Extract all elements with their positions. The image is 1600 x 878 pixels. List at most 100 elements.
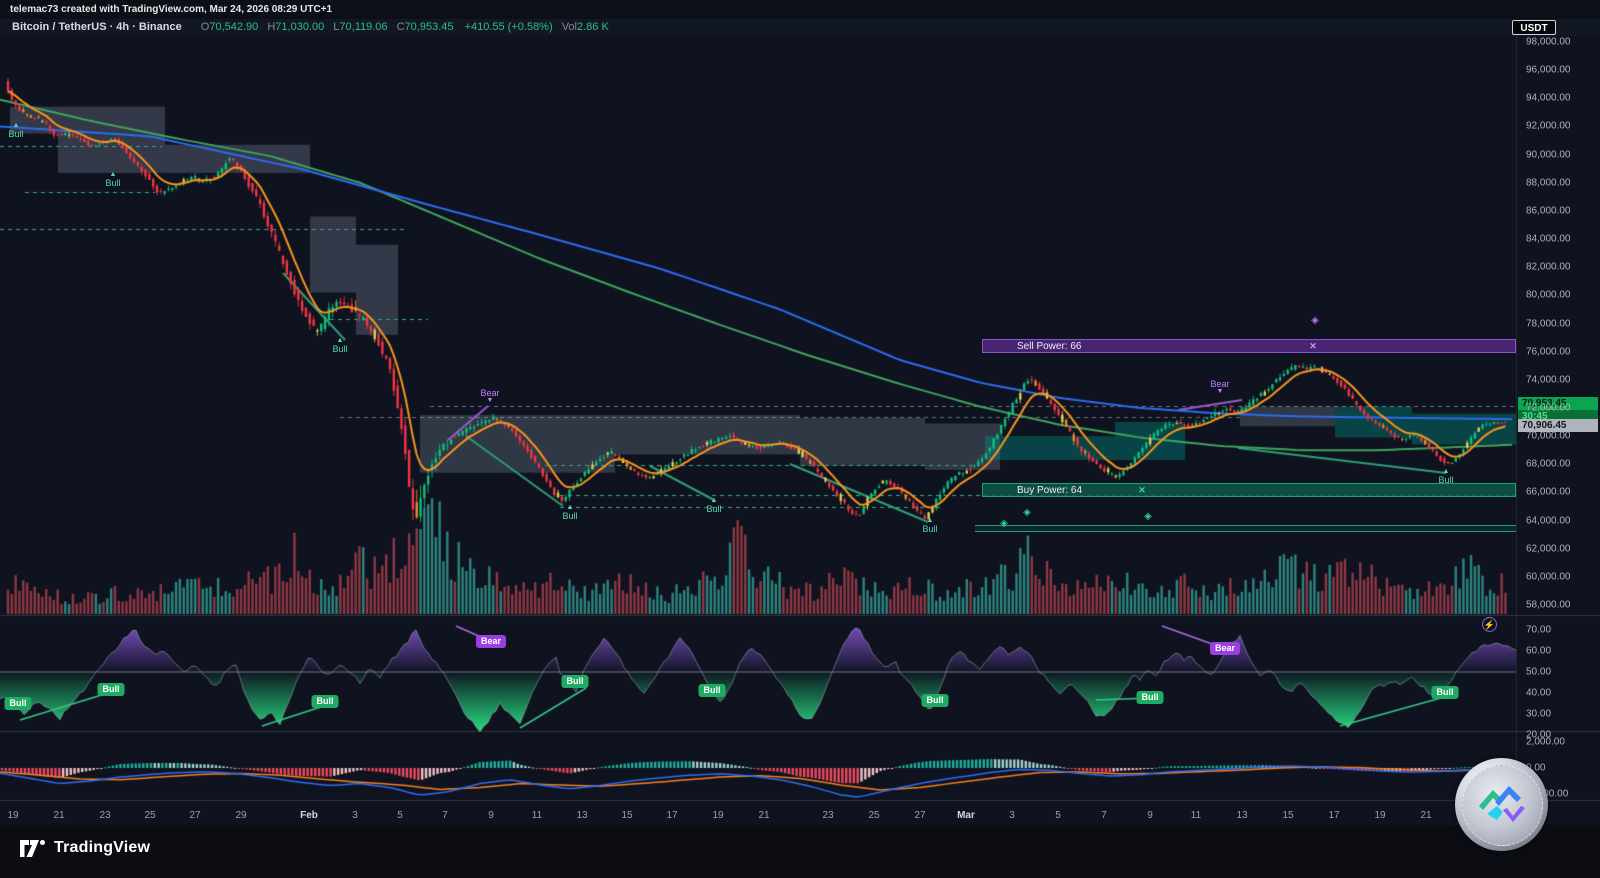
time-axis-label: 13 — [1236, 810, 1248, 821]
oscillator-axis-label: 40.00 — [1526, 687, 1552, 699]
vol-value: 2.86 K — [577, 21, 609, 33]
watermark-coin-logo — [1455, 758, 1548, 851]
tradingview-logo-text: TradingView — [54, 839, 151, 856]
vol-label: Vol — [561, 21, 577, 33]
oscillator-marker-bull: Bull — [4, 697, 32, 710]
time-axis-label: 21 — [53, 810, 65, 821]
buy-power-label: Buy Power: 64 — [1017, 485, 1083, 496]
close-value: 70,953.45 — [404, 21, 454, 33]
time-axis-label: 27 — [189, 810, 201, 821]
time-axis-label: 11 — [531, 810, 543, 821]
time-axis-label: 3 — [1009, 810, 1015, 821]
buy-diamond-icon: ◈ — [1144, 511, 1152, 522]
time-axis-label: 7 — [442, 810, 448, 821]
oscillator-axis-label: 60.00 — [1526, 645, 1552, 657]
price-axis-label: 66,000.00 — [1526, 486, 1571, 498]
oscillator-marker-bull: Bull — [921, 694, 949, 707]
price-axis-label: 86,000.00 — [1526, 205, 1571, 217]
oscillator-marker-bull: Bull — [1431, 686, 1459, 699]
oscillator-marker-bull: Bull — [311, 695, 339, 708]
coin-arrows-icon — [1479, 786, 1525, 822]
last-price-value: 70,953.45 — [1522, 398, 1567, 409]
price-axis-label: 84,000.00 — [1526, 233, 1571, 245]
low-value: 70,119.06 — [339, 21, 388, 33]
price-axis-label: 92,000.00 — [1526, 120, 1571, 132]
time-axis-label: 29 — [235, 810, 247, 821]
time-axis-label: 25 — [144, 810, 156, 821]
price-axis-label: 74,000.00 — [1526, 374, 1571, 386]
time-axis-label: 3 — [352, 810, 358, 821]
time-axis-label: 19 — [1374, 810, 1386, 821]
symbol-title[interactable]: Bitcoin / TetherUS · 4h · Binance — [12, 21, 182, 33]
oscillator-axis-label: 70.00 — [1526, 624, 1552, 636]
oscillator-marker-bull: Bull — [97, 683, 125, 696]
attribution-text: telemac73 created with TradingView.com, … — [10, 4, 333, 15]
open-value: 70,542.90 — [209, 21, 259, 33]
price-axis-label: 80,000.00 — [1526, 289, 1571, 301]
oscillator-axis-label: 20.00 — [1526, 729, 1552, 741]
time-axis-label: 25 — [868, 810, 880, 821]
footer-bar: TradingView — [0, 825, 1600, 878]
time-axis-label: 19 — [7, 810, 19, 821]
oscillator-marker-bull: Bull — [1136, 691, 1164, 704]
time-axis-label: 7 — [1101, 810, 1107, 821]
time-axis-label: Feb — [300, 810, 318, 821]
macd-axis-label: -2,000.00 — [1526, 788, 1569, 800]
time-axis-label: 11 — [1190, 810, 1202, 821]
attribution-bar: telemac73 created with TradingView.com, … — [0, 0, 1600, 19]
currency-badge[interactable]: USDT — [1512, 20, 1556, 35]
time-axis-label: 5 — [397, 810, 403, 821]
sell-signal-x-icon: ✕ — [1309, 341, 1317, 351]
support-zone-band — [975, 525, 1516, 532]
buy-power-band: Buy Power: 64 — [982, 483, 1516, 497]
time-axis-label: 17 — [666, 810, 678, 821]
price-axis-label: 62,000.00 — [1526, 543, 1571, 555]
time-axis-label: 27 — [914, 810, 926, 821]
price-axis-label: 60,000.00 — [1526, 571, 1571, 583]
oscillator-axis-label: 30.00 — [1526, 708, 1552, 720]
price-axis-label: 68,000.00 — [1526, 458, 1571, 470]
oscillator-marker-bear: Bear — [1209, 642, 1241, 655]
indicator-price-tag: 70,906.45 — [1518, 419, 1598, 432]
oscillator-axis-label: 50.00 — [1526, 666, 1552, 678]
open-label: O — [200, 21, 210, 33]
price-axis-label: 82,000.00 — [1526, 261, 1571, 273]
price-axis-label: 98,000.00 — [1526, 36, 1571, 48]
price-axis-label: 64,000.00 — [1526, 515, 1571, 527]
price-axis-label: 96,000.00 — [1526, 64, 1571, 76]
close-label: C — [396, 21, 405, 33]
symbol-bar: Bitcoin / TetherUS · 4h · Binance O70,54… — [0, 19, 1600, 36]
time-axis-label: 9 — [1147, 810, 1153, 821]
price-axis-label: 58,000.00 — [1526, 599, 1571, 611]
tradingview-logo-icon — [20, 839, 45, 857]
sell-power-label: Sell Power: 66 — [1017, 341, 1082, 352]
time-axis-label: 21 — [1420, 810, 1432, 821]
oscillator-marker-bear: Bear — [475, 635, 507, 648]
price-axis-label: 94,000.00 — [1526, 92, 1571, 104]
high-label: H — [267, 21, 276, 33]
time-axis-label: Mar — [957, 810, 975, 821]
time-axis-label: 21 — [758, 810, 770, 821]
time-axis-label: 19 — [712, 810, 724, 821]
price-axis-label: 78,000.00 — [1526, 318, 1571, 329]
price-axis-label: 76,000.00 — [1526, 346, 1571, 358]
tradingview-logo[interactable]: TradingView — [20, 839, 150, 857]
macd-axis-label: 0.00 — [1526, 762, 1546, 774]
chart-canvas[interactable] — [0, 36, 1600, 825]
coin-inner-ring — [1462, 765, 1543, 846]
change-value: +410.55 (+0.58%) — [464, 21, 553, 33]
lightning-indicator-icon[interactable]: ⚡ — [1482, 617, 1497, 632]
buy-diamond-icon: ◈ — [1023, 507, 1031, 518]
buy-diamond-icon: ◈ — [1000, 518, 1008, 529]
price-axis-label: 70,000.00 — [1526, 430, 1571, 442]
sell-power-band: Sell Power: 66 — [982, 339, 1516, 353]
time-axis-label: 5 — [1055, 810, 1061, 821]
price-axis-label: 90,000.00 — [1526, 149, 1571, 161]
time-axis-label: 13 — [576, 810, 588, 821]
chart-stage: Sell Power: 66 Buy Power: 64 70,953.45 3… — [0, 36, 1600, 825]
price-axis-label: 88,000.00 — [1526, 177, 1571, 189]
time-axis-label: 15 — [1282, 810, 1294, 821]
high-value: 71,030.00 — [275, 21, 325, 33]
oscillator-marker-bull: Bull — [561, 675, 589, 688]
